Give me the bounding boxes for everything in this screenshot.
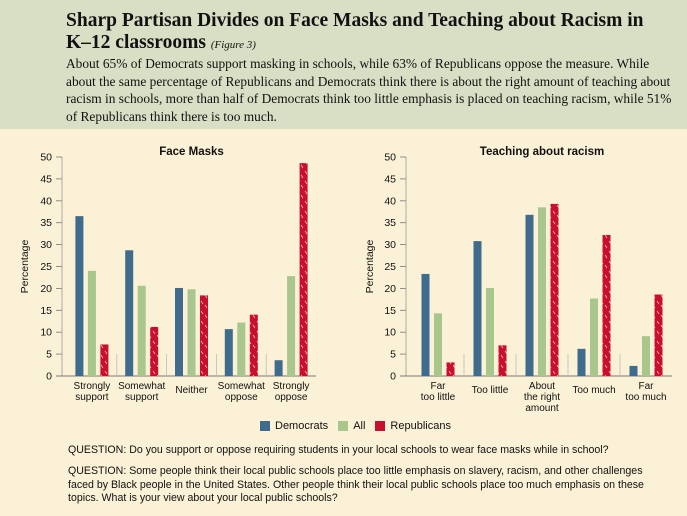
- y-tick-label: 5: [46, 349, 52, 361]
- y-tick-label: 40: [40, 195, 52, 207]
- teaching-racism-chart: Teaching about racism Percentage 0 5 10 15 20 2…: [364, 146, 672, 414]
- x-tick-label: oppose: [225, 392, 258, 403]
- bar-all: [137, 285, 146, 376]
- y-axis-label: Percentage: [364, 239, 376, 293]
- x-tick-label: Neither: [175, 385, 208, 396]
- bar-republicans: [550, 203, 559, 376]
- bar-all: [642, 336, 650, 376]
- legend-label-all: All: [353, 420, 366, 432]
- bar-all: [590, 298, 598, 376]
- y-tick-label: 0: [390, 371, 396, 383]
- y-tick-label: 50: [40, 152, 52, 164]
- x-tick-label: Too much: [572, 385, 615, 396]
- y-tick-label: 15: [40, 305, 52, 317]
- header-panel: Sharp Partisan Divides on Face Masks and…: [0, 0, 687, 129]
- bar-all: [486, 287, 494, 376]
- description: About 65% of Democrats support masking i…: [66, 56, 672, 124]
- question-racism: QUESTION: Some people think their local …: [68, 465, 644, 504]
- bar-all: [237, 322, 246, 376]
- bar-republicans: [150, 326, 159, 376]
- y-tick-label: 35: [384, 217, 396, 229]
- question-masks: QUESTION: Do you support or oppose requi…: [68, 444, 609, 456]
- bar-republicans: [249, 314, 258, 376]
- y-axis-label: Percentage: [19, 239, 31, 293]
- x-tick-label: oppose: [275, 392, 308, 403]
- figure-reference: (Figure 3): [210, 39, 256, 51]
- page-title: Sharp Partisan Divides on Face Masks and…: [66, 10, 666, 56]
- bar-democrats: [274, 360, 283, 376]
- bar-republicans: [654, 294, 663, 376]
- charts-area: Face MasksPercentage05101520253035404550…: [19, 146, 672, 414]
- bar-republicans: [498, 345, 507, 376]
- x-tick-label: Strongly: [273, 381, 310, 392]
- bar-republicans: [602, 234, 611, 376]
- bar-republicans: [446, 362, 455, 376]
- legend-label-democrats: Democrats: [275, 420, 329, 432]
- y-tick-label: 35: [40, 217, 52, 229]
- x-tick-label: amount: [525, 403, 559, 414]
- x-tick-label: Too little: [472, 385, 509, 396]
- chart-title: Teaching about racism: [480, 146, 604, 158]
- face-masks-chart: Face Masks Percentage 0 5 10 15 20 25 30 35 40 45 50…: [19, 146, 316, 403]
- y-tick-label: 20: [384, 283, 396, 295]
- bar-republicans: [100, 344, 109, 376]
- x-tick-label: too much: [625, 392, 666, 403]
- bar-democrats: [125, 250, 134, 376]
- x-tick-label: About: [529, 381, 555, 392]
- y-tick-label: 45: [384, 173, 396, 185]
- bar-democrats: [577, 348, 586, 376]
- bar-democrats: [473, 241, 482, 376]
- bar-all: [287, 276, 296, 376]
- x-tick-label: support: [125, 392, 159, 403]
- bar-democrats: [75, 216, 84, 376]
- chart-title: Face Masks: [159, 146, 224, 158]
- y-tick-label: 25: [40, 261, 52, 273]
- legend-swatch-democrats: [260, 421, 270, 431]
- bar-all: [434, 313, 442, 376]
- x-tick-label: Far: [431, 381, 447, 392]
- y-tick-label: 40: [384, 195, 396, 207]
- bar-republicans: [299, 163, 308, 376]
- x-tick-label: Somewhat: [218, 381, 265, 392]
- bar-all: [538, 207, 546, 376]
- y-tick-label: 10: [40, 327, 52, 339]
- legend-label-republicans: Republicans: [390, 420, 451, 432]
- y-tick-label: 10: [384, 327, 396, 339]
- x-tick-label: Far: [639, 381, 655, 392]
- x-tick-label: support: [75, 392, 109, 403]
- y-tick-label: 5: [390, 349, 396, 361]
- bar-democrats: [525, 214, 534, 376]
- bar-all: [187, 289, 196, 376]
- legend-swatch-all: [338, 421, 349, 431]
- x-tick-label: Somewhat: [118, 381, 165, 392]
- title-text: Sharp Partisan Divides on Face Masks and…: [66, 10, 644, 53]
- bar-democrats: [224, 329, 233, 376]
- y-tick-label: 20: [40, 283, 52, 295]
- x-tick-label: the right: [524, 392, 560, 403]
- legend-item-republicans: Republicans: [375, 420, 451, 432]
- y-tick-label: 50: [384, 152, 396, 164]
- bar-democrats: [175, 287, 183, 376]
- legend: Democrats All Republicans: [260, 420, 451, 432]
- bar-all: [87, 270, 96, 376]
- x-tick-label: Strongly: [74, 381, 111, 392]
- x-tick-label: too little: [421, 392, 456, 403]
- bar-democrats: [421, 273, 430, 376]
- legend-item-democrats: Democrats: [260, 420, 328, 432]
- bar-republicans: [200, 295, 208, 376]
- y-tick-label: 15: [384, 305, 396, 317]
- bar-democrats: [629, 365, 638, 376]
- y-tick-label: 25: [384, 261, 396, 273]
- y-tick-label: 30: [384, 239, 396, 251]
- y-tick-label: 45: [40, 173, 52, 185]
- y-tick-label: 30: [40, 239, 52, 251]
- y-tick-label: 0: [46, 371, 52, 383]
- legend-item-all: All: [338, 420, 365, 432]
- legend-swatch-republicans: [375, 421, 386, 431]
